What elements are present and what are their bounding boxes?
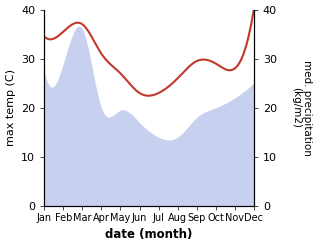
Y-axis label: max temp (C): max temp (C) — [5, 69, 16, 146]
Y-axis label: med. precipitation
(kg/m2): med. precipitation (kg/m2) — [291, 60, 313, 156]
X-axis label: date (month): date (month) — [105, 228, 193, 242]
